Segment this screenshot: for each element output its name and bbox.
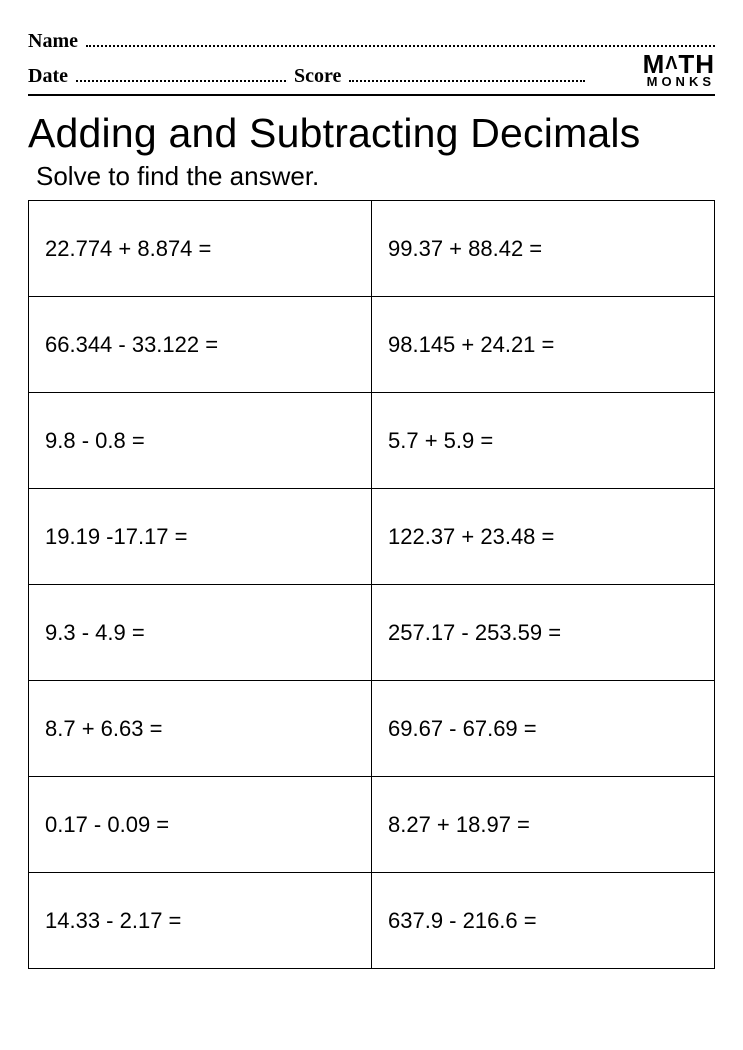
score-blank-line[interactable] <box>349 65 585 82</box>
logo-line1: MΛTH <box>643 53 715 76</box>
worksheet-title: Adding and Subtracting Decimals <box>28 110 715 157</box>
score-label: Score <box>294 65 341 88</box>
problem-cell: 8.7 + 6.63 = <box>29 681 372 777</box>
problem-cell: 122.37 + 23.48 = <box>372 489 715 585</box>
problem-cell: 637.9 - 216.6 = <box>372 873 715 969</box>
table-row: 8.7 + 6.63 =69.67 - 67.69 = <box>29 681 715 777</box>
problem-cell: 257.17 - 253.59 = <box>372 585 715 681</box>
problems-table: 22.774 + 8.874 =99.37 + 88.42 =66.344 - … <box>28 200 715 969</box>
table-row: 14.33 - 2.17 =637.9 - 216.6 = <box>29 873 715 969</box>
date-label: Date <box>28 65 68 88</box>
date-blank-line[interactable] <box>76 65 286 82</box>
logo-line2: MONKS <box>643 76 715 88</box>
problem-cell: 9.3 - 4.9 = <box>29 585 372 681</box>
problem-cell: 5.7 + 5.9 = <box>372 393 715 489</box>
problem-cell: 22.774 + 8.874 = <box>29 201 372 297</box>
problem-cell: 66.344 - 33.122 = <box>29 297 372 393</box>
instruction-text: Solve to find the answer. <box>36 161 715 192</box>
table-row: 19.19 -17.17 =122.37 + 23.48 = <box>29 489 715 585</box>
problem-cell: 98.145 + 24.21 = <box>372 297 715 393</box>
table-row: 0.17 - 0.09 =8.27 + 18.97 = <box>29 777 715 873</box>
worksheet-header: Name Date Score MΛTH MONKS <box>28 30 715 96</box>
problem-cell: 14.33 - 2.17 = <box>29 873 372 969</box>
table-row: 22.774 + 8.874 =99.37 + 88.42 = <box>29 201 715 297</box>
problem-cell: 9.8 - 0.8 = <box>29 393 372 489</box>
problem-cell: 8.27 + 18.97 = <box>372 777 715 873</box>
problem-cell: 69.67 - 67.69 = <box>372 681 715 777</box>
problem-cell: 0.17 - 0.09 = <box>29 777 372 873</box>
name-row: Name <box>28 30 715 53</box>
math-monks-logo: MΛTH MONKS <box>643 53 715 88</box>
table-row: 9.3 - 4.9 =257.17 - 253.59 = <box>29 585 715 681</box>
name-label: Name <box>28 30 78 53</box>
problem-cell: 19.19 -17.17 = <box>29 489 372 585</box>
name-blank-line[interactable] <box>86 30 715 47</box>
table-row: 66.344 - 33.122 =98.145 + 24.21 = <box>29 297 715 393</box>
problem-cell: 99.37 + 88.42 = <box>372 201 715 297</box>
table-row: 9.8 - 0.8 =5.7 + 5.9 = <box>29 393 715 489</box>
logo-caret-icon: Λ <box>665 55 678 71</box>
date-score-row: Date Score <box>28 65 715 88</box>
